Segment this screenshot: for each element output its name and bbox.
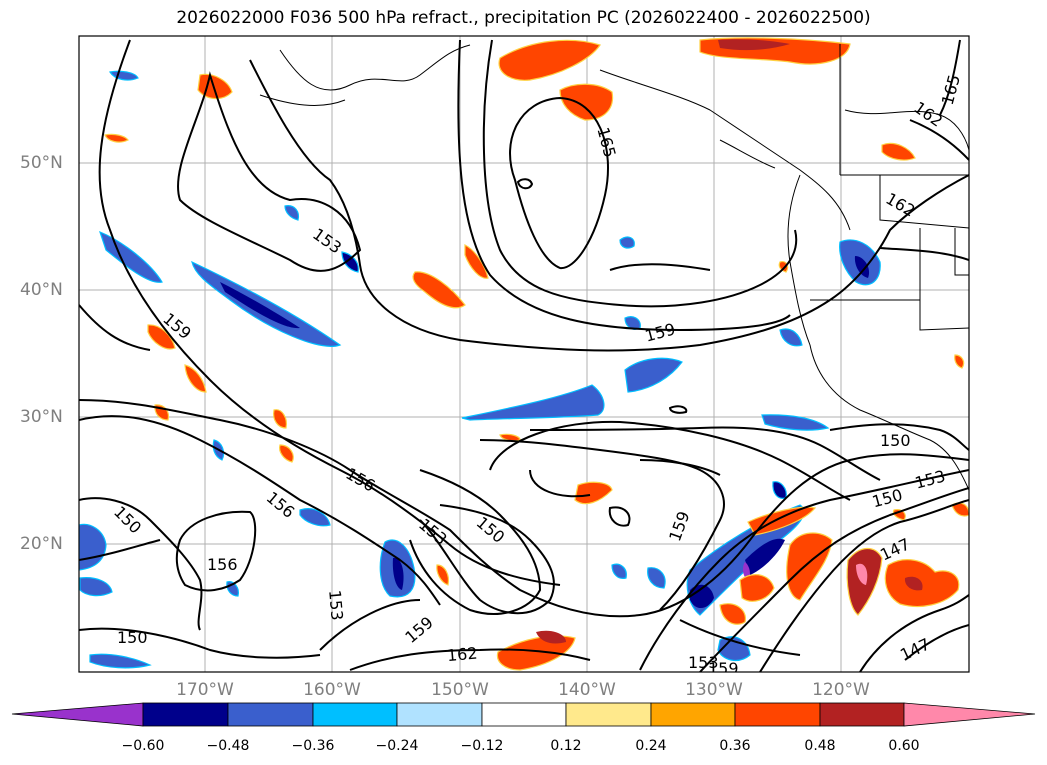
positive-precip-areas: [104, 37, 969, 671]
colorbar-cell: [734, 702, 821, 727]
contour-label: 150: [117, 628, 148, 647]
negative-precip-areas: [79, 70, 881, 669]
map-title: 2026022000 F036 500 hPa refract., precip…: [176, 8, 871, 28]
colorbar-cell: [142, 702, 229, 727]
contour-label: 156: [207, 555, 238, 574]
lon-tick-label: 150°W: [431, 680, 489, 700]
lat-tick-label: 20°N: [20, 534, 63, 554]
colorbar-cell: [819, 702, 905, 727]
colorbar-tick-label: 0.12: [550, 738, 582, 754]
colorbar-tick-label: 0.36: [719, 738, 751, 754]
lon-tick-label: 160°W: [303, 680, 361, 700]
colorbar-tick-label: 0.48: [804, 738, 836, 754]
lat-tick-label: 50°N: [20, 153, 63, 173]
lon-tick-label: 130°W: [685, 680, 743, 700]
colorbar-cell: [11, 702, 144, 727]
lon-tick-label: 120°W: [812, 680, 870, 700]
colorbar-cell: [227, 702, 314, 727]
refractivity-contours: [79, 39, 969, 672]
map-frame: [78, 35, 970, 673]
colorbar-cell: [650, 702, 736, 727]
colorbar-tick-label: 0.24: [635, 738, 667, 754]
map-panel: 165 165 162 162 153 159 159 159 159 156 …: [79, 36, 969, 678]
contour-label: 159: [708, 659, 739, 678]
colorbar-tick-label: −0.24: [375, 738, 419, 754]
lat-tick-label: 30°N: [20, 407, 63, 427]
colorbar-tick-label: −0.60: [121, 738, 165, 754]
colorbar-cell: [312, 702, 398, 727]
colorbar: [11, 702, 1036, 727]
contour-label: 150: [880, 431, 911, 450]
lat-tick-label: 40°N: [20, 280, 63, 300]
colorbar-cell: [565, 702, 652, 727]
colorbar-tick-label: 0.60: [888, 738, 920, 754]
contour-label: 153: [688, 653, 719, 672]
colorbar-cell: [481, 702, 567, 727]
colorbar-tick-label: −0.48: [206, 738, 250, 754]
contour-label: 162: [446, 644, 478, 666]
lon-tick-label: 140°W: [558, 680, 616, 700]
contour-label: 153: [325, 589, 347, 621]
colorbar-tick-label: −0.12: [460, 738, 504, 754]
lon-tick-label: 170°W: [176, 680, 234, 700]
colorbar-tick-label: −0.36: [291, 738, 335, 754]
colorbar-cell: [396, 702, 483, 727]
colorbar-cell: [903, 702, 1036, 727]
